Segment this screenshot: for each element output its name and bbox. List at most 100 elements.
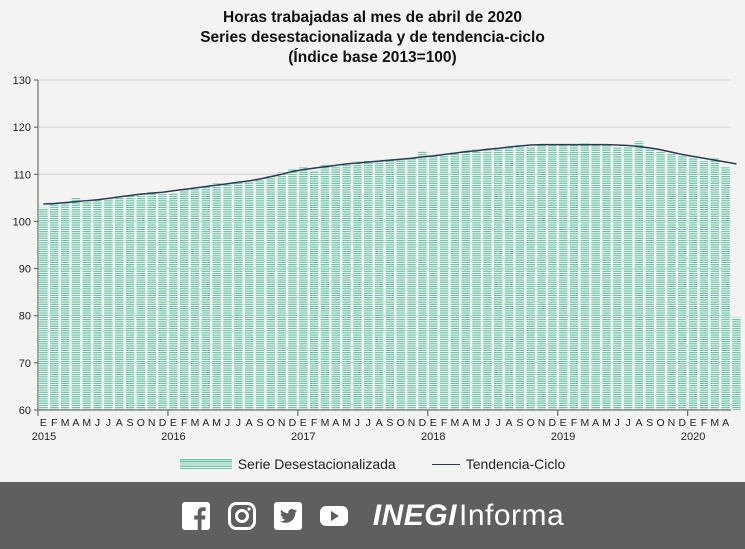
x-month-label: F: [311, 417, 317, 429]
bar-serie-desestacionalizada: [190, 188, 200, 410]
x-month-label: D: [678, 417, 686, 429]
x-month-label: M: [580, 417, 589, 429]
bar-serie-desestacionalizada: [537, 144, 546, 411]
bar-serie-desestacionalizada: [732, 317, 741, 410]
bar-serie-desestacionalizada: [266, 176, 276, 410]
bar-serie-desestacionalizada: [331, 166, 340, 410]
bar-serie-desestacionalizada: [450, 152, 460, 410]
x-month-label: M: [602, 417, 611, 429]
bar-serie-desestacionalizada: [364, 161, 373, 410]
x-month-label: O: [527, 417, 535, 429]
bar-serie-desestacionalizada: [244, 181, 254, 410]
x-month-label: J: [485, 417, 490, 429]
x-month-label: A: [722, 417, 729, 429]
bar-serie-desestacionalizada: [93, 199, 102, 410]
y-tick-label: 80: [19, 311, 31, 323]
legend-swatch-trend: [431, 463, 460, 465]
y-tick-label: 110: [13, 169, 31, 181]
legend-label-trend: Tendencia-Ciclo: [465, 456, 566, 472]
facebook-icon[interactable]: [181, 501, 211, 531]
x-month-label: E: [560, 417, 567, 429]
bar-serie-desestacionalizada: [623, 146, 633, 410]
bar-serie-desestacionalizada: [212, 183, 221, 410]
bar-serie-desestacionalizada: [688, 157, 698, 410]
x-month-label: J: [225, 417, 230, 429]
bar-serie-desestacionalizada: [699, 161, 709, 410]
x-month-label: A: [116, 417, 123, 429]
x-year-label: 2020: [681, 431, 705, 443]
chart-area: 60 70 80 90 100 110 120 130 E F M A M J J A S O N D E F M A M J J A…: [0, 9, 745, 472]
footer-bar: INEGI Informa: [0, 482, 745, 549]
bar-serie-desestacionalizada: [288, 169, 297, 410]
x-month-label: M: [212, 417, 221, 429]
bar-serie-desestacionalizada: [385, 160, 395, 410]
x-year-label: 2018: [421, 431, 445, 443]
x-month-label: A: [506, 417, 513, 429]
bar-serie-desestacionalizada: [472, 149, 481, 411]
x-month-label: E: [430, 417, 437, 429]
bar-serie-desestacionalizada: [558, 144, 568, 410]
x-month-label: O: [657, 417, 665, 429]
x-month-label: J: [615, 417, 620, 429]
x-month-label: A: [592, 417, 599, 429]
x-month-label: N: [278, 417, 286, 429]
bar-serie-desestacionalizada: [255, 179, 265, 410]
bar-serie-desestacionalizada: [710, 158, 719, 410]
bar-serie-desestacionalizada: [223, 184, 232, 410]
x-month-label: J: [496, 417, 501, 429]
x-year-label: 2015: [32, 431, 56, 443]
x-month-label: A: [462, 417, 469, 429]
bar-serie-desestacionalizada: [104, 197, 113, 410]
x-month-label: M: [710, 417, 719, 429]
bar-serie-desestacionalizada: [201, 186, 211, 410]
legend-swatch-bars: [179, 459, 232, 469]
x-month-label: E: [40, 417, 47, 429]
x-month-label: M: [342, 417, 351, 429]
x-month-label: E: [170, 417, 177, 429]
twitter-icon[interactable]: [273, 501, 303, 531]
x-month-label: A: [376, 417, 383, 429]
bar-serie-desestacionalizada: [299, 167, 308, 410]
bar-serie-desestacionalizada: [342, 164, 351, 410]
x-month-label: D: [549, 417, 557, 429]
bar-serie-desestacionalizada: [277, 172, 286, 410]
bar-serie-desestacionalizada: [125, 195, 135, 410]
legend-item-trend: Tendencia-Ciclo: [431, 456, 566, 472]
x-month-label: A: [332, 417, 339, 429]
bar-serie-desestacionalizada: [374, 159, 384, 410]
bar-serie-desestacionalizada: [569, 144, 579, 411]
x-year-label: 2019: [551, 431, 575, 443]
bar-serie-desestacionalizada: [429, 156, 438, 410]
x-month-label: F: [51, 417, 57, 429]
y-tick-label: 70: [19, 358, 31, 370]
x-month-label: J: [355, 417, 360, 429]
x-month-label: J: [95, 417, 100, 429]
inegi-informa-logo: INEGI Informa: [373, 499, 564, 533]
x-month-label: M: [82, 417, 91, 429]
bar-serie-desestacionalizada: [396, 160, 405, 410]
bar-serie-desestacionalizada: [234, 182, 243, 410]
bar-serie-desestacionalizada: [493, 147, 503, 410]
bar-serie-desestacionalizada: [39, 207, 48, 410]
trend-line-tendencia-ciclo: [43, 143, 737, 205]
x-month-label: A: [635, 417, 642, 429]
x-year-label: 2016: [161, 431, 185, 443]
chart-title: Horas trabajadas al mes de abril de 2020: [223, 9, 522, 26]
x-month-label: J: [106, 417, 111, 429]
bar-serie-desestacionalizada: [439, 155, 449, 410]
bar-serie-desestacionalizada: [515, 145, 525, 411]
brand-inegi: INEGI: [372, 498, 457, 532]
bar-serie-desestacionalizada: [526, 146, 535, 410]
bar-serie-desestacionalizada: [667, 153, 676, 411]
x-month-label: S: [516, 417, 523, 429]
x-month-label: J: [236, 417, 241, 429]
youtube-icon[interactable]: [319, 501, 349, 531]
x-month-label: M: [321, 417, 330, 429]
x-month-label: M: [451, 417, 460, 429]
x-month-label: E: [690, 417, 697, 429]
x-month-label: A: [202, 417, 209, 429]
x-month-label: J: [626, 417, 631, 429]
x-month-label: A: [72, 417, 79, 429]
instagram-icon[interactable]: [227, 501, 257, 531]
chart-legend: Serie Desestacionalizada Tendencia-Ciclo: [0, 456, 745, 472]
